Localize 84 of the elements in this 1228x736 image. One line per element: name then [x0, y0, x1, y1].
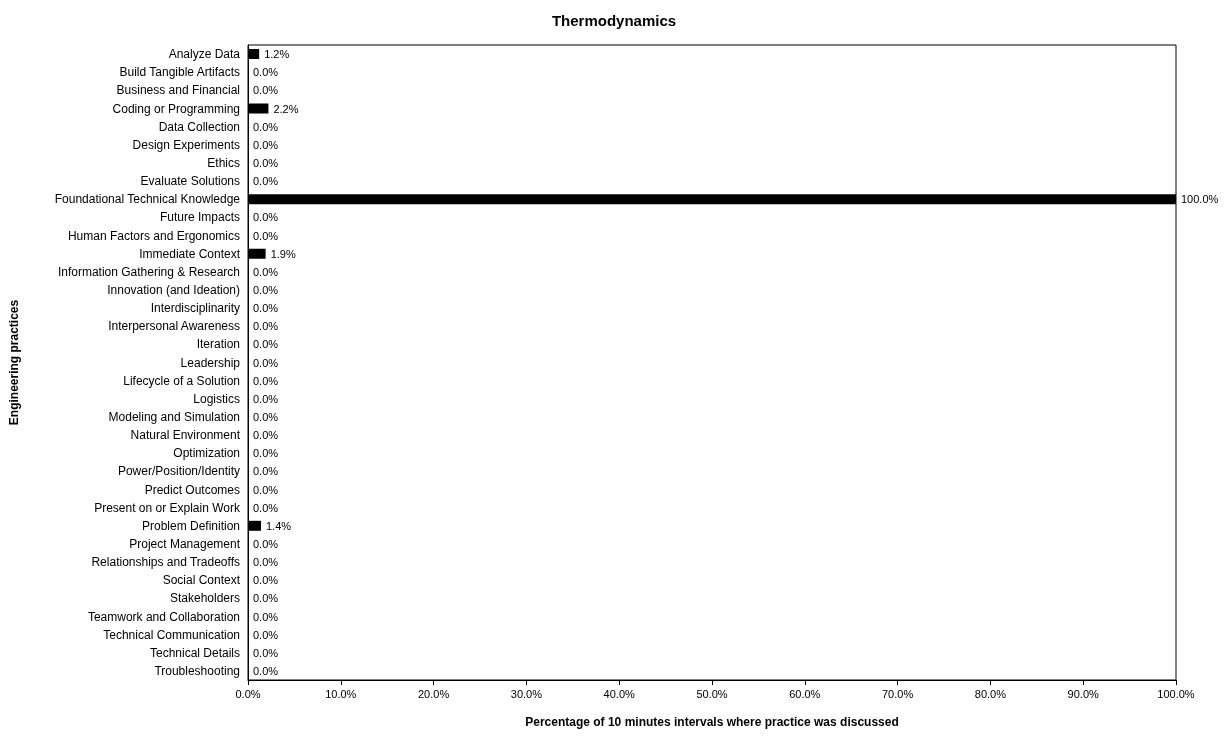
y-tick-label: Build Tangible Artifacts	[119, 65, 240, 80]
y-tick-label: Business and Financial	[116, 83, 240, 98]
y-tick-label: Technical Details	[149, 645, 240, 660]
y-tick-label: Stakeholders	[169, 591, 240, 606]
data-label: 1.9%	[270, 247, 296, 260]
x-tick-label: 10.0%	[325, 687, 357, 700]
data-label: 0.0%	[253, 537, 279, 550]
x-tick-label: 100.0%	[1157, 687, 1195, 700]
y-tick-label: Design Experiments	[132, 137, 240, 152]
data-label: 2.2%	[273, 102, 299, 115]
y-tick-label: Information Gathering & Research	[57, 264, 240, 279]
y-tick-label: Analyze Data	[168, 47, 241, 62]
data-label: 0.0%	[253, 356, 279, 369]
data-label: 0.0%	[253, 229, 279, 242]
data-label: 0.0%	[253, 302, 279, 315]
data-label: 0.0%	[253, 592, 279, 605]
data-label: 0.0%	[253, 175, 279, 188]
data-label: 0.0%	[253, 501, 279, 514]
y-tick-label: Data Collection	[158, 119, 240, 134]
y-tick-label: Interpersonal Awareness	[108, 319, 240, 334]
x-tick-label: 60.0%	[789, 687, 821, 700]
y-tick-label: Future Impacts	[159, 210, 240, 225]
data-label: 0.0%	[253, 410, 279, 423]
data-label: 0.0%	[253, 429, 279, 442]
y-tick-label: Ethics	[207, 155, 240, 170]
data-label: 0.0%	[253, 84, 279, 97]
data-label: 0.0%	[253, 283, 279, 296]
data-label: 0.0%	[253, 610, 279, 623]
y-tick-label: Interdisciplinarity	[150, 301, 240, 316]
data-label: 0.0%	[253, 265, 279, 278]
data-label: 0.0%	[253, 374, 279, 387]
y-tick-label: Evaluate Solutions	[140, 174, 240, 189]
x-tick-label: 40.0%	[603, 687, 636, 700]
x-tick-label: 50.0%	[696, 687, 728, 700]
data-label: 0.0%	[253, 66, 279, 79]
y-tick-label: Human Factors and Ergonomics	[67, 228, 240, 243]
data-label: 0.0%	[253, 156, 279, 169]
y-tick-label: Optimization	[173, 446, 240, 461]
data-label: 0.0%	[253, 574, 279, 587]
x-tick-label: 0.0%	[235, 687, 261, 700]
data-label: 0.0%	[253, 465, 279, 478]
y-tick-label: Present on or Explain Work	[94, 500, 241, 515]
data-label: 0.0%	[253, 138, 279, 151]
data-label: 100.0%	[1181, 193, 1219, 206]
data-label: 0.0%	[253, 664, 279, 677]
y-tick-label: Logistics	[193, 391, 240, 406]
x-tick-label: 20.0%	[418, 687, 450, 700]
data-label: 0.0%	[253, 392, 279, 405]
y-tick-label: Modeling and Simulation	[108, 409, 240, 424]
y-tick-label: Social Context	[162, 573, 241, 588]
y-tick-label: Project Management	[129, 536, 241, 551]
data-label: 1.2%	[264, 48, 290, 61]
y-tick-label: Problem Definition	[141, 518, 240, 533]
data-label: 0.0%	[253, 447, 279, 460]
y-tick-label: Relationships and Tradeoffs	[91, 555, 240, 570]
y-tick-label: Immediate Context	[139, 246, 241, 261]
x-tick-label: 30.0%	[510, 687, 543, 700]
y-tick-label: Leadership	[180, 355, 241, 370]
x-tick-label: 80.0%	[974, 687, 1007, 700]
y-tick-label: Power/Position/Identity	[117, 464, 240, 479]
y-tick-label: Coding or Programming	[112, 101, 240, 116]
x-tick-label: 90.0%	[1067, 687, 1100, 700]
y-tick-label: Iteration	[196, 337, 240, 352]
chart-title: Thermodynamics	[551, 12, 677, 29]
data-label: 0.0%	[253, 646, 279, 659]
y-tick-label: Natural Environment	[130, 428, 241, 443]
y-tick-label: Innovation (and Ideation)	[107, 282, 240, 297]
y-tick-label: Teamwork and Collaboration	[87, 609, 240, 624]
y-tick-label: Foundational Technical Knowledge	[54, 192, 241, 207]
data-label: 0.0%	[253, 483, 279, 496]
data-label: 0.0%	[253, 120, 279, 133]
y-tick-label: Predict Outcomes	[144, 482, 240, 497]
y-axis-title: Engineering practices	[7, 299, 21, 426]
data-label: 0.0%	[253, 320, 279, 333]
y-tick-label: Technical Communication	[103, 627, 240, 642]
y-tick-label: Lifecycle of a Solution	[123, 373, 240, 388]
data-label: 0.0%	[253, 338, 279, 351]
x-tick-label: 70.0%	[882, 687, 914, 700]
y-tick-label: Troubleshooting	[154, 663, 240, 678]
data-label: 0.0%	[253, 628, 279, 641]
x-axis-title: Percentage of 10 minutes intervals where practice was discussed	[525, 715, 899, 729]
data-label: 0.0%	[253, 211, 279, 224]
data-label: 0.0%	[253, 556, 279, 569]
data-label: 1.4%	[265, 519, 292, 532]
